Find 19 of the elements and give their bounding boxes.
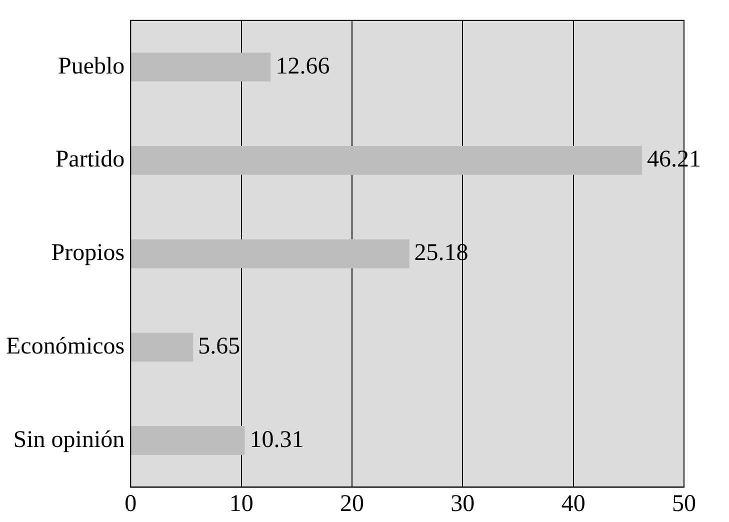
x-tick-label: 30	[450, 490, 475, 517]
x-tick-label: 10	[229, 490, 254, 517]
data-label: 12.66	[276, 53, 330, 80]
bar	[131, 239, 410, 268]
y-tick-label: Pueblo	[58, 53, 125, 80]
bar	[131, 146, 642, 175]
x-tick-label: 40	[561, 490, 586, 517]
bar	[131, 52, 271, 82]
x-tick-label: 50	[672, 490, 696, 517]
y-tick-label: Económicos	[6, 333, 125, 360]
y-tick-label: Partido	[55, 146, 125, 173]
y-tick-label: Propios	[51, 240, 125, 266]
data-label: 10.31	[250, 426, 304, 453]
x-tick-label: 20	[340, 490, 364, 517]
bar	[131, 332, 194, 362]
y-tick-label: Sin opinión	[13, 426, 125, 453]
x-tick-label: 0	[124, 490, 137, 517]
data-label: 5.65	[198, 333, 240, 360]
bar	[131, 426, 245, 455]
